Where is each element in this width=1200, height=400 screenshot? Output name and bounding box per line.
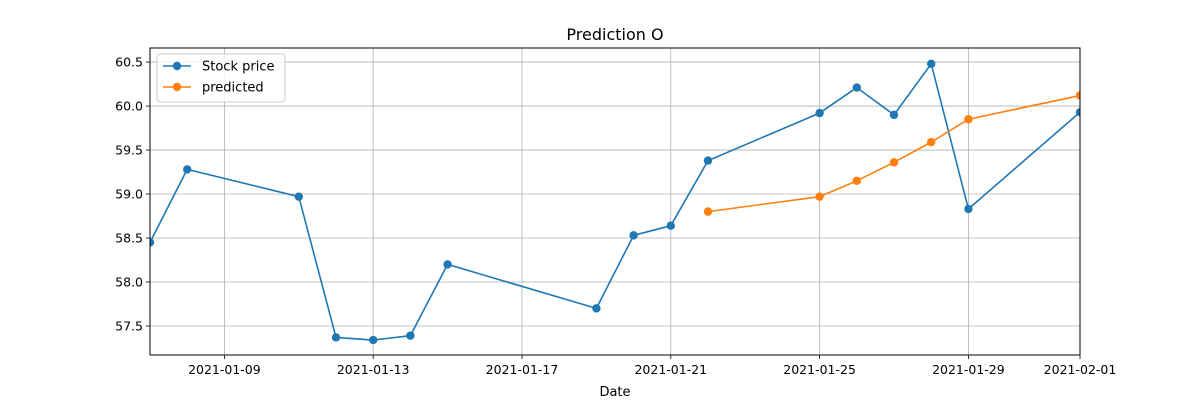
data-point-stock-price <box>815 108 824 118</box>
x-tick-label: 2021-01-13 <box>337 362 410 377</box>
y-tick-label: 58.0 <box>115 274 143 289</box>
data-point-stock-price <box>964 204 973 214</box>
data-point-predicted <box>927 137 936 147</box>
data-point-stock-price <box>592 304 601 313</box>
legend-marker-predicted <box>172 82 182 92</box>
x-axis-label: Date <box>599 385 630 400</box>
data-point-stock-price <box>331 333 341 342</box>
y-tick-label: 60.5 <box>115 55 143 70</box>
x-tick-label: 2021-02-01 <box>1044 362 1117 377</box>
data-point-stock-price <box>150 238 155 247</box>
data-point-predicted <box>852 176 861 186</box>
legend-label-stock-price: Stock price <box>202 60 274 75</box>
data-point-stock-price <box>927 59 936 69</box>
y-tick-label: 57.5 <box>115 318 143 333</box>
y-tick-label: 59.0 <box>115 187 143 202</box>
x-tick-label: 2021-01-21 <box>634 362 707 377</box>
legend-label-predicted: predicted <box>202 81 264 96</box>
data-point-stock-price <box>852 83 861 92</box>
data-point-predicted <box>703 207 713 216</box>
axis-layer: 2021-01-09 2021-01-13 2021-01-17 2021-01-21… <box>115 55 1116 377</box>
series-layer <box>150 59 1080 345</box>
data-point-stock-price <box>889 110 899 120</box>
grid-layer <box>150 48 1081 355</box>
x-tick-label: 2021-01-09 <box>188 362 261 377</box>
data-point-stock-price <box>369 335 378 345</box>
data-point-predicted <box>964 115 973 124</box>
data-point-stock-price <box>703 156 713 165</box>
data-point-stock-price <box>183 165 192 174</box>
data-point-predicted <box>815 192 824 201</box>
chart-title: Prediction O <box>566 25 663 44</box>
y-tick-label: 58.5 <box>115 231 143 246</box>
legend-marker-stock-price <box>172 61 182 71</box>
series-line-stock-price <box>150 63 1080 341</box>
y-tick-label: 59.5 <box>115 143 143 158</box>
y-tick-label: 60.0 <box>115 99 143 114</box>
data-point-stock-price <box>666 221 675 230</box>
data-point-stock-price <box>294 192 303 201</box>
data-point-stock-price <box>629 231 638 240</box>
data-point-stock-price <box>443 260 452 269</box>
data-point-stock-price <box>1075 108 1080 117</box>
x-tick-label: 2021-01-29 <box>932 362 1005 377</box>
data-point-predicted <box>889 158 899 167</box>
x-tick-label: 2021-01-25 <box>783 362 856 377</box>
data-point-stock-price <box>406 331 415 340</box>
plot-frame <box>149 47 1081 356</box>
data-point-predicted <box>1075 91 1080 100</box>
legend: Stock price predicted <box>156 53 286 103</box>
x-tick-label: 2021-01-17 <box>486 362 559 377</box>
